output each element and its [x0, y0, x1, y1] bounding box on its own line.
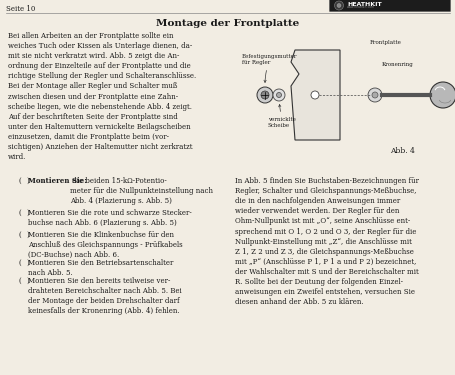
Text: Montieren Sie den bereits teilweise ver-
drahteten Bereichschalter nach Abb. 5. : Montieren Sie den bereits teilweise ver-…	[28, 277, 182, 315]
Text: www.heathkit.com: www.heathkit.com	[346, 6, 374, 9]
Circle shape	[371, 92, 377, 98]
Text: (: (	[19, 277, 22, 285]
Text: HEATHKIT: HEATHKIT	[346, 2, 381, 7]
Circle shape	[260, 91, 268, 99]
Text: ): )	[26, 209, 29, 217]
Circle shape	[273, 89, 284, 101]
Text: Montieren Sie den Betriebsartenschalter
nach Abb. 5.: Montieren Sie den Betriebsartenschalter …	[28, 259, 173, 277]
Text: (: (	[19, 209, 22, 217]
Circle shape	[336, 3, 340, 8]
Circle shape	[429, 82, 455, 108]
Text: In Abb. 5 finden Sie Buchstaben-Bezeichnungen für
Regler, Schalter und Gleichspa: In Abb. 5 finden Sie Buchstaben-Bezeichn…	[234, 177, 418, 306]
Text: Befestigungsmutter
für Regler: Befestigungsmutter für Regler	[242, 54, 297, 82]
Text: Frontplatte: Frontplatte	[369, 40, 401, 45]
Text: (: (	[19, 259, 22, 267]
Circle shape	[257, 87, 273, 103]
Text: vernicklte
Scheibe: vernicklte Scheibe	[268, 105, 295, 128]
Text: Montieren Sie die rote und schwarze Stecker-
buchse nach Abb. 6 (Plazierung s. A: Montieren Sie die rote und schwarze Stec…	[28, 209, 192, 227]
Text: (: (	[19, 177, 22, 185]
Text: ): )	[26, 277, 29, 285]
Text: Kronenring: Kronenring	[381, 62, 413, 67]
Circle shape	[334, 1, 343, 10]
Text: Bei allen Arbeiten an der Frontplatte sollte ein
weiches Tuch oder Kissen als Un: Bei allen Arbeiten an der Frontplatte so…	[8, 32, 196, 161]
Text: Montieren Sie:: Montieren Sie:	[28, 177, 87, 185]
Circle shape	[276, 93, 281, 98]
Text: Abb. 4: Abb. 4	[389, 147, 414, 155]
Text: Montage der Frontplatte: Montage der Frontplatte	[156, 19, 299, 28]
Text: (: (	[19, 231, 22, 239]
Polygon shape	[290, 50, 339, 140]
Text: die beiden 15-kΩ-Potentio-
meter für die Nullpunkteinstellung nach
Abb. 4 (Plazi: die beiden 15-kΩ-Potentio- meter für die…	[70, 177, 212, 205]
Text: Montieren Sie die Klinkenbuchse für den
Anschluß des Gleichspannungs - Prüfkabel: Montieren Sie die Klinkenbuchse für den …	[28, 231, 182, 259]
Text: ): )	[26, 259, 29, 267]
FancyBboxPatch shape	[329, 0, 450, 12]
Text: ): )	[26, 231, 29, 239]
Circle shape	[310, 91, 318, 99]
Circle shape	[367, 88, 381, 102]
Text: ): )	[26, 177, 29, 185]
Text: Seite 10: Seite 10	[6, 5, 35, 13]
